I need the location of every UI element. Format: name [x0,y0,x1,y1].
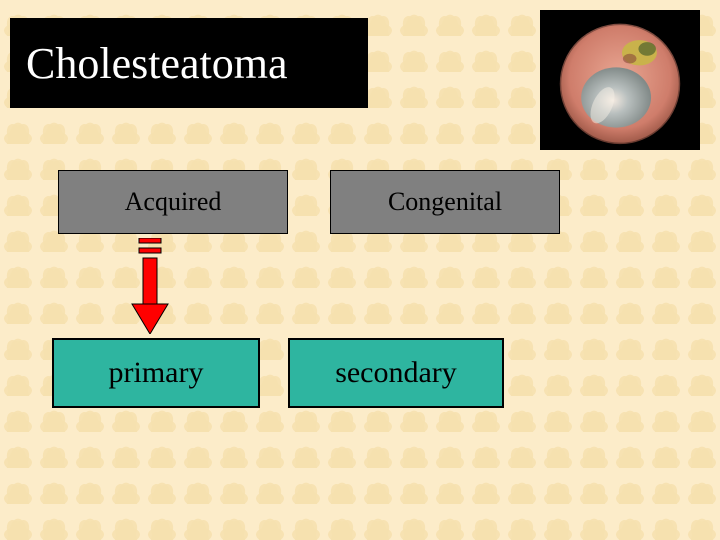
node-primary: primary [52,338,260,408]
node-congenital: Congenital [330,170,560,234]
node-primary-label: primary [109,356,204,390]
node-secondary-label: secondary [335,356,457,390]
otoscopic-photo [540,10,700,150]
arrow-acquired-to-primary [130,238,170,334]
slide-title: Cholesteatoma [10,18,368,108]
node-acquired-label: Acquired [125,187,222,217]
node-acquired: Acquired [58,170,288,234]
slide-title-text: Cholesteatoma [26,38,288,89]
node-congenital-label: Congenital [388,187,502,217]
node-secondary: secondary [288,338,504,408]
